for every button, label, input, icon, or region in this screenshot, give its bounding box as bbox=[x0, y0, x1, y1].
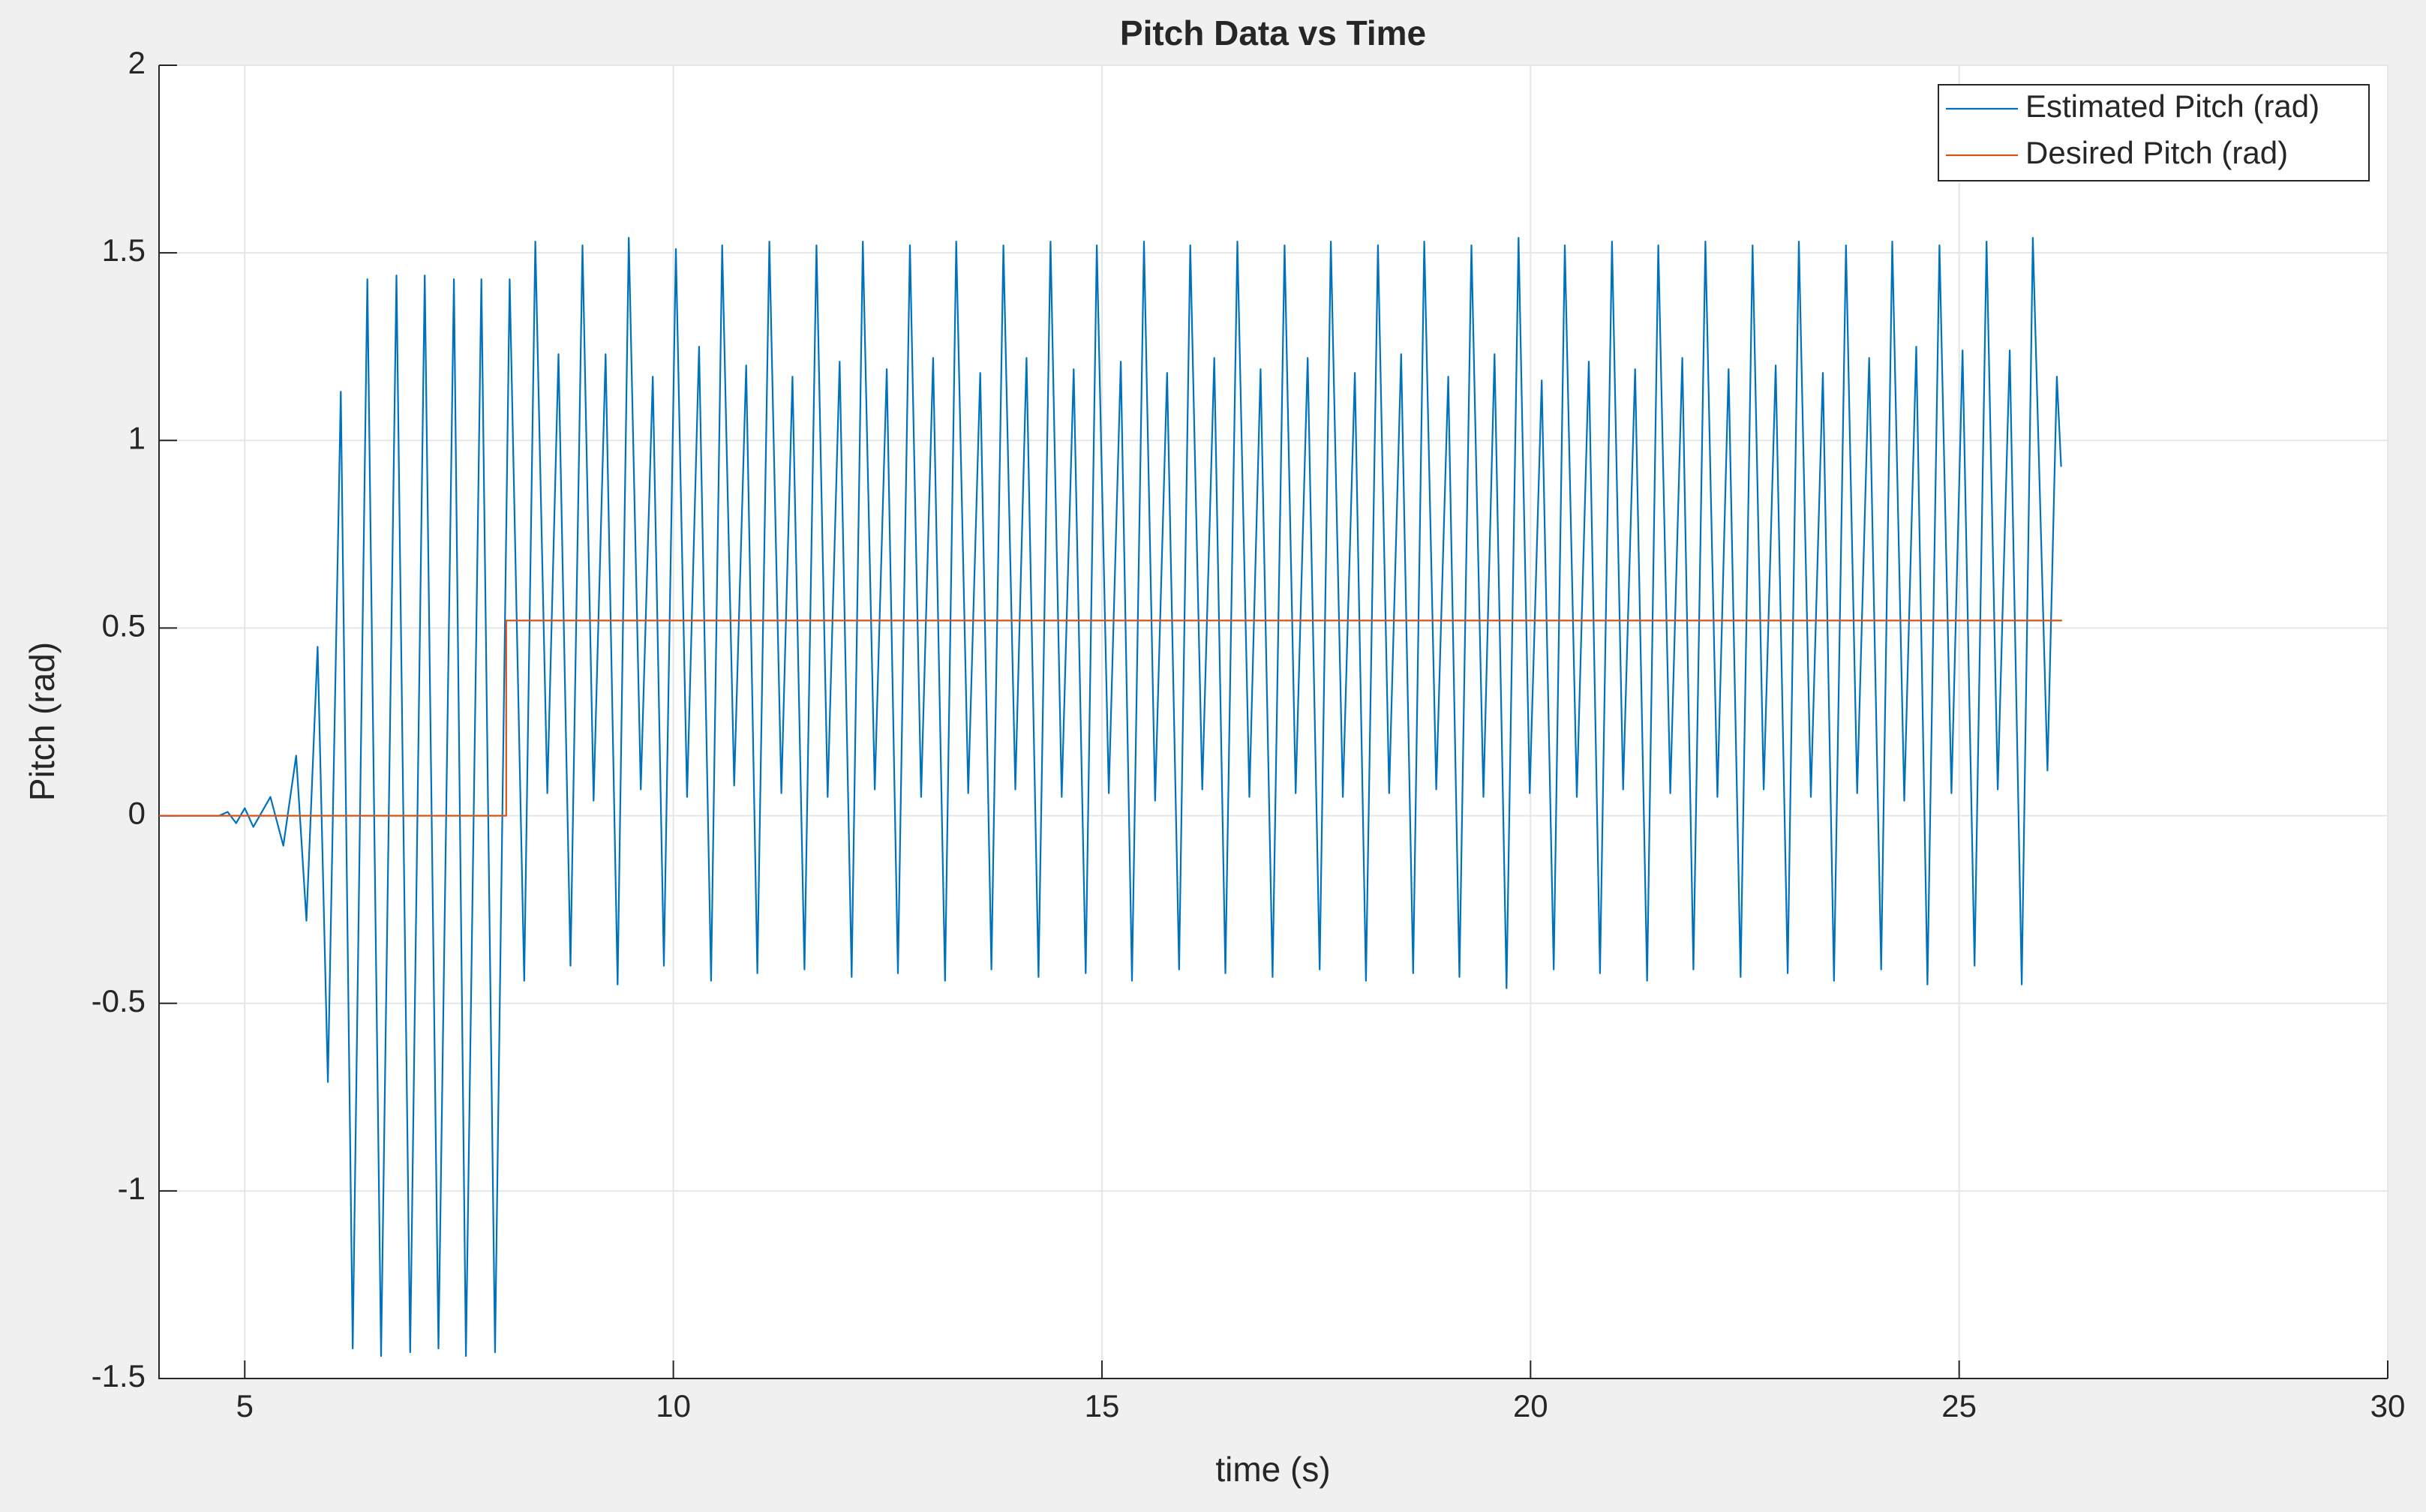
x-tick-label: 30 bbox=[2370, 1388, 2406, 1424]
legend-label: Estimated Pitch (rad) bbox=[2025, 88, 2319, 124]
chart-title: Pitch Data vs Time bbox=[1120, 14, 1426, 52]
y-tick-label: -1 bbox=[118, 1171, 146, 1206]
y-tick-label: 1.5 bbox=[102, 232, 146, 268]
y-tick-label: 0.5 bbox=[102, 608, 146, 644]
x-tick-label: 25 bbox=[1941, 1388, 1977, 1424]
y-axis-label: Pitch (rad) bbox=[23, 642, 62, 801]
legend-box bbox=[1938, 84, 2370, 182]
y-tick-label: -1.5 bbox=[92, 1358, 146, 1394]
x-tick-label: 15 bbox=[1085, 1388, 1120, 1424]
legend-label: Desired Pitch (rad) bbox=[2025, 135, 2288, 170]
y-tick-label: -0.5 bbox=[92, 983, 146, 1018]
y-tick-label: 1 bbox=[128, 420, 146, 455]
axes-box bbox=[158, 65, 2388, 1379]
x-axis-label: time (s) bbox=[1215, 1450, 1330, 1489]
data-line bbox=[159, 620, 2062, 817]
x-tick-label: 20 bbox=[1513, 1388, 1548, 1424]
y-tick-label: 0 bbox=[128, 796, 146, 831]
data-line bbox=[159, 237, 2062, 1358]
x-tick-label: 10 bbox=[656, 1388, 691, 1424]
y-tick-label: 2 bbox=[128, 45, 146, 80]
x-tick-label: 5 bbox=[236, 1388, 254, 1424]
